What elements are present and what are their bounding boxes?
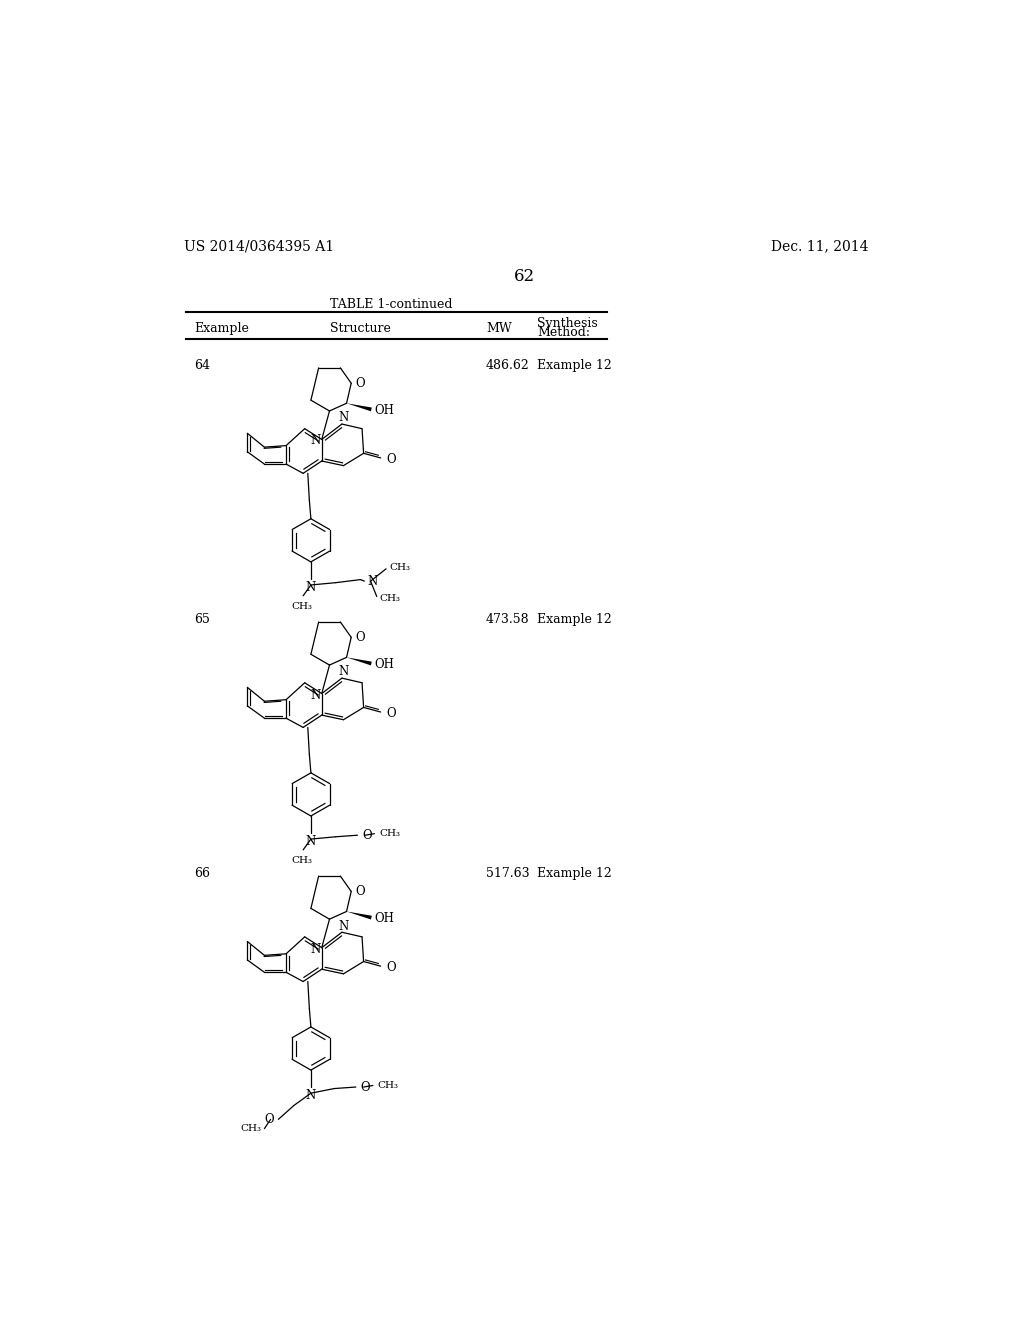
Text: CH₃: CH₃ — [379, 829, 400, 838]
Text: Synthesis: Synthesis — [538, 317, 598, 330]
Text: N: N — [338, 412, 348, 425]
Text: N: N — [310, 942, 321, 956]
Text: 517.63: 517.63 — [486, 867, 529, 880]
Text: N: N — [306, 1089, 316, 1102]
Text: TABLE 1-continued: TABLE 1-continued — [331, 298, 453, 310]
Text: O: O — [387, 453, 396, 466]
Text: 62: 62 — [514, 268, 536, 285]
Text: Structure: Structure — [330, 322, 391, 335]
Text: N: N — [306, 581, 316, 594]
Text: Example 12: Example 12 — [538, 612, 612, 626]
Text: OH: OH — [375, 404, 394, 417]
Text: O: O — [387, 961, 396, 974]
Text: N: N — [310, 689, 321, 702]
Text: Example 12: Example 12 — [538, 359, 612, 372]
Text: Example 12: Example 12 — [538, 867, 612, 880]
Text: O: O — [265, 1113, 274, 1126]
Text: 66: 66 — [194, 867, 210, 880]
Text: Dec. 11, 2014: Dec. 11, 2014 — [771, 239, 868, 253]
Polygon shape — [346, 404, 372, 412]
Text: O: O — [362, 829, 372, 842]
Text: Method:: Method: — [538, 326, 590, 339]
Text: CH₃: CH₃ — [378, 1081, 398, 1090]
Text: O: O — [360, 1081, 370, 1093]
Text: US 2014/0364395 A1: US 2014/0364395 A1 — [183, 239, 334, 253]
Text: N: N — [306, 836, 316, 849]
Text: MW: MW — [486, 322, 512, 335]
Text: O: O — [387, 708, 396, 721]
Text: 486.62: 486.62 — [486, 359, 529, 372]
Text: CH₃: CH₃ — [291, 602, 312, 611]
Text: Example: Example — [194, 322, 249, 335]
Text: N: N — [368, 574, 378, 587]
Text: CH₃: CH₃ — [389, 562, 411, 572]
Text: OH: OH — [375, 912, 394, 925]
Text: CH₃: CH₃ — [380, 594, 400, 602]
Text: N: N — [338, 920, 348, 933]
Text: N: N — [338, 665, 348, 678]
Text: 65: 65 — [194, 612, 210, 626]
Text: O: O — [355, 376, 365, 389]
Text: OH: OH — [375, 657, 394, 671]
Text: N: N — [310, 434, 321, 447]
Text: O: O — [355, 631, 365, 644]
Polygon shape — [346, 657, 372, 665]
Text: CH₃: CH₃ — [241, 1125, 261, 1133]
Text: CH₃: CH₃ — [291, 857, 312, 865]
Text: 64: 64 — [194, 359, 210, 372]
Polygon shape — [346, 911, 372, 920]
Text: O: O — [355, 884, 365, 898]
Text: 473.58: 473.58 — [486, 612, 529, 626]
